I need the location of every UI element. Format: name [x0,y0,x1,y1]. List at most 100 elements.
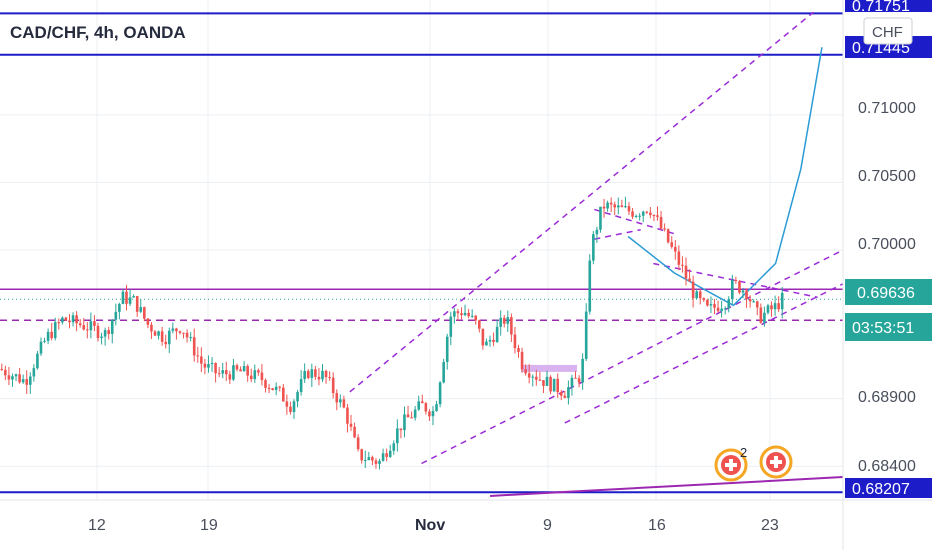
candle-body [221,370,225,374]
candle-body [723,308,727,310]
currency-badge[interactable] [863,17,913,45]
candle-body [581,358,584,383]
candle-body [175,328,178,332]
candle-body [267,387,271,389]
price-axis[interactable]: 0.71000 0.70500 0.70000 0.68900 0.68400 … [845,0,932,498]
candle-body [228,374,232,380]
candle-body [424,403,428,412]
drawing-overlays [349,11,844,497]
bar-countdown: 03:53:51 [852,320,914,337]
candle-body [766,305,770,313]
candle-body [406,414,410,418]
candle-body [759,307,763,323]
candle-body [78,323,82,326]
candle-body [110,319,114,334]
price-label: 0.68900 [858,389,916,406]
candle-body [160,331,164,342]
earnings-event-badge[interactable] [759,445,793,479]
candle-body [339,399,342,403]
candle-body [731,280,734,300]
candle-body [50,331,53,339]
candle-body [659,216,663,229]
candle-body [342,399,346,408]
candle-body [716,307,720,312]
candle-body [535,376,538,380]
candle-body [242,366,246,372]
candle-body [196,355,200,357]
candle-body [46,331,50,341]
candle-body [584,311,588,359]
countdown-tag-bg [845,313,932,341]
event-count: 2 [740,445,747,460]
candle-body [748,299,752,302]
candle-body [235,365,239,370]
candle-body [684,265,688,279]
candle-body [577,378,581,383]
candle-body [178,331,182,333]
candle-body [695,291,698,299]
candle-body [552,378,556,392]
candle-body [417,401,421,410]
dashed-trend-line [421,249,844,465]
candle-body [570,377,574,388]
candle-body [445,336,449,362]
candle-body [53,322,57,339]
candle-body [143,307,146,319]
candle-body [599,206,602,230]
candle-body [531,376,535,378]
plus-horizontal [770,460,782,464]
candle-body [282,387,285,402]
candle-body [549,376,552,392]
candle-body [542,380,545,386]
time-label: 23 [761,517,779,534]
candle-body [435,404,438,412]
time-label: Nov [415,517,445,534]
candle-body [224,370,228,375]
candle-body [620,205,624,208]
candle-body [663,228,666,230]
candle-body [420,401,424,404]
candle-body [385,453,388,457]
time-axis[interactable]: 12 19 Nov 9 16 23 [88,517,779,534]
candle-body [442,361,445,383]
candle-body [324,370,328,378]
candle-body [688,278,691,282]
candle-body [681,264,684,266]
candle-body [574,377,577,379]
candle-body [780,292,784,310]
price-label: 0.70500 [858,168,916,185]
candle-body [360,449,364,461]
candle-body [727,299,731,309]
candle-body [674,246,677,252]
price-label: 0.68400 [858,458,916,475]
earnings-event-badge[interactable]: 2 [714,445,748,482]
time-label: 12 [88,517,106,534]
candle-body [706,299,709,306]
grid [0,0,843,500]
candle-body [150,324,153,332]
candle-body [185,332,189,338]
candlesticks [0,196,784,470]
dashed-trend-line [594,228,641,240]
candle-body [121,291,125,304]
candle-body [100,336,103,339]
candle-body [299,379,303,393]
candle-body [25,379,29,385]
candle-body [517,348,520,352]
last-price-tag-bg [845,279,932,305]
dashed-trend-line [349,11,814,393]
candle-body [328,377,331,379]
candle-body [631,211,634,217]
candle-body [702,298,706,300]
candle-body [413,409,417,418]
candle-body [257,370,260,373]
candle-body [634,215,638,217]
candle-body [649,212,652,216]
price-label: 0.70000 [858,236,916,253]
candle-body [470,315,474,317]
candle-body [460,313,463,316]
candle-body [656,215,659,217]
candle-body [128,297,132,304]
